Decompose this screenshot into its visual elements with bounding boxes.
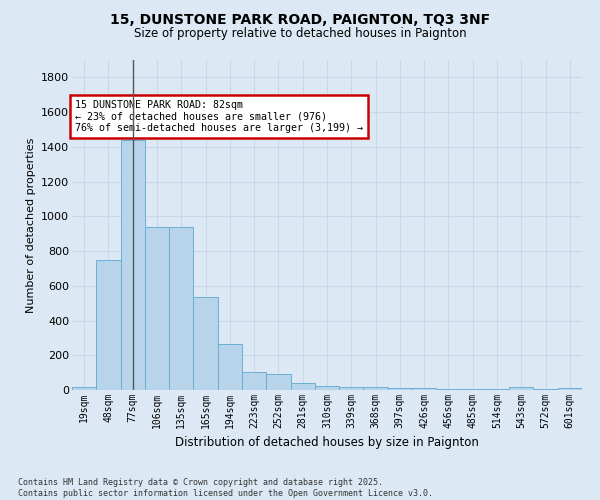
Bar [339,388,364,390]
Bar [266,374,290,390]
Bar [364,388,388,390]
Bar [315,386,339,390]
Bar [96,260,121,390]
Y-axis label: Number of detached properties: Number of detached properties [26,138,35,312]
Text: 15 DUNSTONE PARK ROAD: 82sqm
← 23% of detached houses are smaller (976)
76% of s: 15 DUNSTONE PARK ROAD: 82sqm ← 23% of de… [74,100,362,133]
Bar [533,389,558,390]
Bar [412,388,436,390]
Bar [290,383,315,390]
Text: Contains HM Land Registry data © Crown copyright and database right 2025.
Contai: Contains HM Land Registry data © Crown c… [18,478,433,498]
Bar [145,226,169,390]
Bar [242,372,266,390]
Bar [193,297,218,390]
Bar [388,388,412,390]
Bar [485,389,509,390]
Bar [121,140,145,390]
Bar [509,386,533,390]
Bar [436,389,461,390]
Bar [218,344,242,390]
Text: Size of property relative to detached houses in Paignton: Size of property relative to detached ho… [134,28,466,40]
Bar [558,388,582,390]
Bar [461,389,485,390]
Text: 15, DUNSTONE PARK ROAD, PAIGNTON, TQ3 3NF: 15, DUNSTONE PARK ROAD, PAIGNTON, TQ3 3N… [110,12,490,26]
Bar [72,386,96,390]
Bar [169,226,193,390]
X-axis label: Distribution of detached houses by size in Paignton: Distribution of detached houses by size … [175,436,479,450]
